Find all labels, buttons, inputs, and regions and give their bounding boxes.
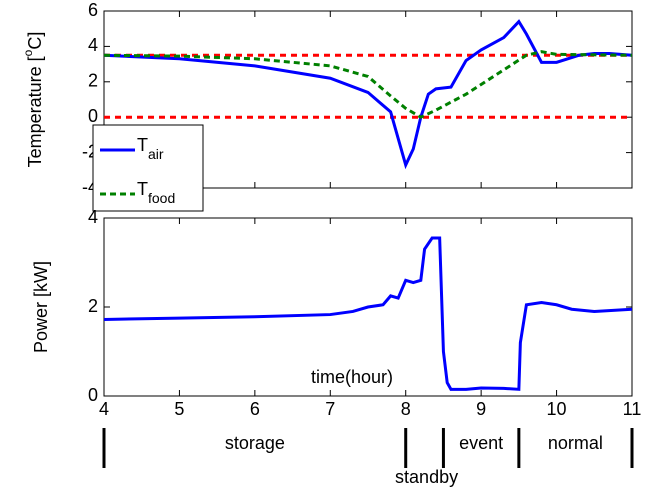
y-tick-label: 0 <box>88 385 98 405</box>
legend-label: Tfood <box>137 179 175 206</box>
phase-label: standby <box>395 467 458 487</box>
x-tick-label: 11 <box>623 399 642 419</box>
y-label-text: Temperature [ <box>25 56 45 167</box>
legend-name: T <box>137 179 148 199</box>
x-tick-label: 9 <box>476 399 486 419</box>
phase-label: event <box>459 433 503 453</box>
data-line <box>103 19 633 170</box>
y-label-text: C] <box>25 32 45 50</box>
legend-name: T <box>137 135 148 155</box>
y-tick-label: 2 <box>88 71 98 91</box>
y-tick-label: 4 <box>88 207 98 227</box>
legend-sub: food <box>148 190 175 206</box>
x-tick-label: 10 <box>547 399 567 419</box>
legend-sub: air <box>148 146 164 162</box>
legend-label: Tair <box>137 135 164 162</box>
y-axis-label: Power [kW] <box>31 261 51 353</box>
y-axis-label: Temperature [oC] <box>21 32 45 168</box>
annotation: time(hour) <box>311 367 393 387</box>
y-label-text: Power [kW] <box>31 261 51 353</box>
x-tick-label: 5 <box>174 399 184 419</box>
y-tick-label: 2 <box>88 296 98 316</box>
y-label-sup: o <box>21 49 35 56</box>
x-tick-label: 4 <box>99 399 109 419</box>
y-tick-label: 0 <box>88 106 98 126</box>
y-tick-label: 4 <box>88 35 98 55</box>
data-line <box>103 50 633 119</box>
x-tick-label: 8 <box>401 399 411 419</box>
phase-label: normal <box>548 433 603 453</box>
y-tick-label: 6 <box>88 0 98 20</box>
data-line <box>103 236 633 391</box>
axes-box <box>103 10 633 189</box>
phase-label: storage <box>225 433 285 453</box>
x-tick-label: 6 <box>250 399 260 419</box>
x-tick-label: 7 <box>325 399 335 419</box>
legend-box <box>92 124 204 212</box>
